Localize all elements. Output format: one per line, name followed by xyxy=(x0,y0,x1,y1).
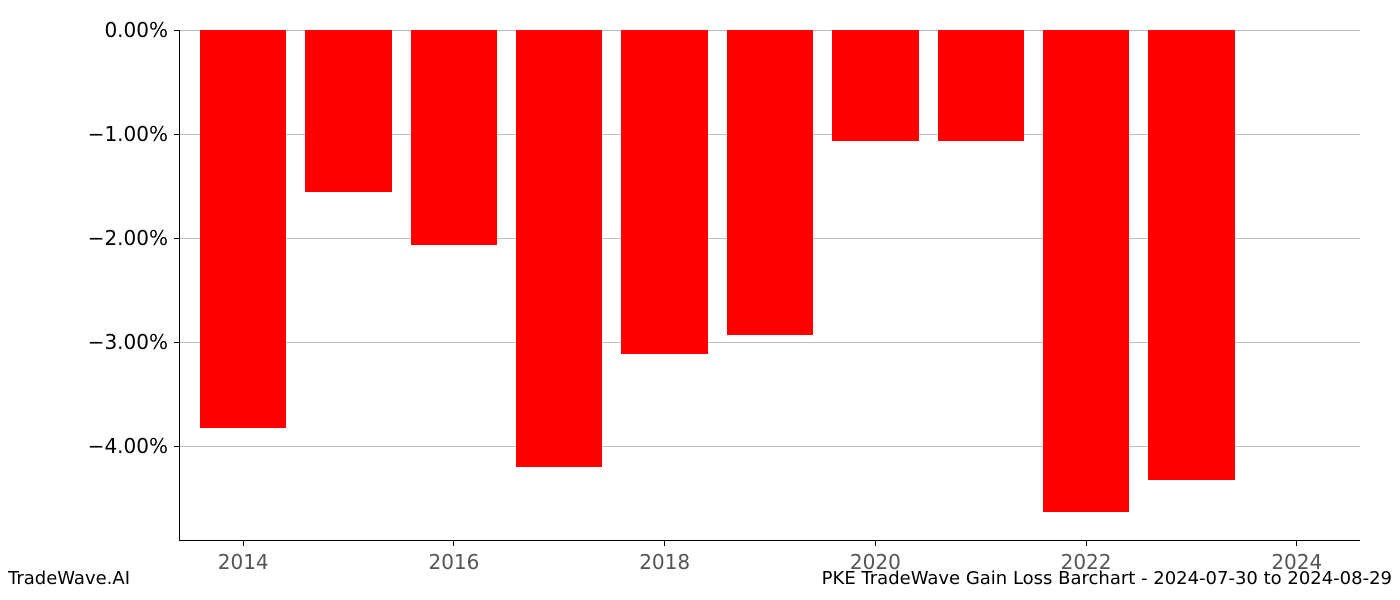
x-tick-label: 2018 xyxy=(639,550,690,574)
bar xyxy=(938,30,1024,141)
y-tick-label: −4.00% xyxy=(88,434,168,458)
bar xyxy=(1148,30,1234,480)
x-tick-label: 2024 xyxy=(1271,550,1322,574)
x-tick-label: 2020 xyxy=(850,550,901,574)
bar xyxy=(1043,30,1129,512)
y-axis-spine xyxy=(179,30,180,540)
y-tick-label: −3.00% xyxy=(88,330,168,354)
bar xyxy=(411,30,497,245)
y-tick-label: −1.00% xyxy=(88,122,168,146)
bar xyxy=(200,30,286,428)
y-tick-label: −2.00% xyxy=(88,226,168,250)
bar xyxy=(727,30,813,335)
bar xyxy=(305,30,391,192)
bar xyxy=(621,30,707,354)
bar xyxy=(832,30,918,141)
x-tick-label: 2016 xyxy=(428,550,479,574)
footer-left: TradeWave.AI xyxy=(8,568,130,589)
x-tick-label: 2014 xyxy=(218,550,269,574)
y-tick-label: 0.00% xyxy=(104,18,168,42)
x-axis-spine xyxy=(179,540,1360,541)
bar xyxy=(516,30,602,467)
x-tick-label: 2022 xyxy=(1061,550,1112,574)
